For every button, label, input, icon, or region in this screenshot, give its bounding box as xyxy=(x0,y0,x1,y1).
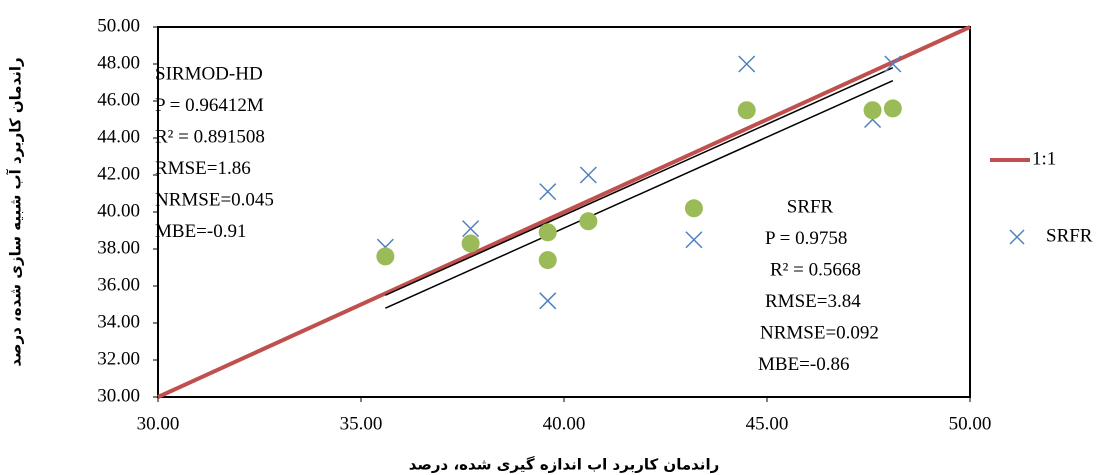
annotation: MBE=-0.86 xyxy=(758,354,849,375)
point xyxy=(737,101,756,120)
y-tick-label: 48.00 xyxy=(97,52,140,73)
point xyxy=(538,223,557,242)
y-tick-label: 30.00 xyxy=(97,385,140,406)
x-tick-label: 50.00 xyxy=(949,413,992,434)
point xyxy=(685,231,703,249)
y-tick-label: 36.00 xyxy=(97,274,140,295)
point xyxy=(539,183,557,201)
y-tick-label: 46.00 xyxy=(97,89,140,110)
point xyxy=(461,234,480,253)
point xyxy=(684,199,703,218)
trend-line xyxy=(385,79,894,309)
point xyxy=(538,251,557,270)
point xyxy=(579,212,598,231)
identity-line xyxy=(157,25,971,399)
y-tick-label: 38.00 xyxy=(97,237,140,258)
point xyxy=(883,99,902,118)
trend-line xyxy=(385,67,894,296)
y-tick-label: 50.00 xyxy=(97,15,140,36)
legend-swatch xyxy=(1009,229,1025,245)
annotation: SIRMOD-HD xyxy=(155,63,263,84)
legend-label: SRFR xyxy=(1046,225,1093,246)
y-tick-label: 44.00 xyxy=(97,126,140,147)
x-axis-title: راندمان کاربرد اب اندازه گیری شده، درصد xyxy=(409,456,719,474)
x-tick-label: 40.00 xyxy=(543,413,586,434)
annotation: RMSE=3.84 xyxy=(765,291,861,312)
y-tick-label: 34.00 xyxy=(97,311,140,332)
point xyxy=(539,292,557,310)
x-tick-label: 45.00 xyxy=(746,413,789,434)
annotation: P = 0.96412M xyxy=(155,95,264,116)
x-tick-label: 35.00 xyxy=(340,413,383,434)
y-axis-title: راندمان کاربرد آب شبیه سازی شده، درصد xyxy=(7,57,25,366)
annotation: NRMSE=0.092 xyxy=(760,322,879,343)
y-tick-label: 40.00 xyxy=(97,200,140,221)
annotation: SRFR xyxy=(787,196,834,217)
annotation: MBE=-0.91 xyxy=(155,221,246,242)
point xyxy=(376,247,395,266)
annotation: RMSE=1.86 xyxy=(155,158,251,179)
y-tick-label: 42.00 xyxy=(97,163,140,184)
legend-label: 1:1 xyxy=(1032,148,1056,169)
x-tick-label: 30.00 xyxy=(137,413,180,434)
point xyxy=(863,101,882,120)
annotation: R² = 0.5668 xyxy=(770,259,861,280)
annotation: NRMSE=0.045 xyxy=(155,189,274,210)
point xyxy=(462,220,480,238)
point xyxy=(579,166,597,184)
point xyxy=(884,55,902,73)
point xyxy=(738,55,756,73)
annotation: P = 0.9758 xyxy=(765,228,847,249)
y-tick-label: 32.00 xyxy=(97,348,140,369)
annotation: R² = 0.891508 xyxy=(155,126,265,147)
